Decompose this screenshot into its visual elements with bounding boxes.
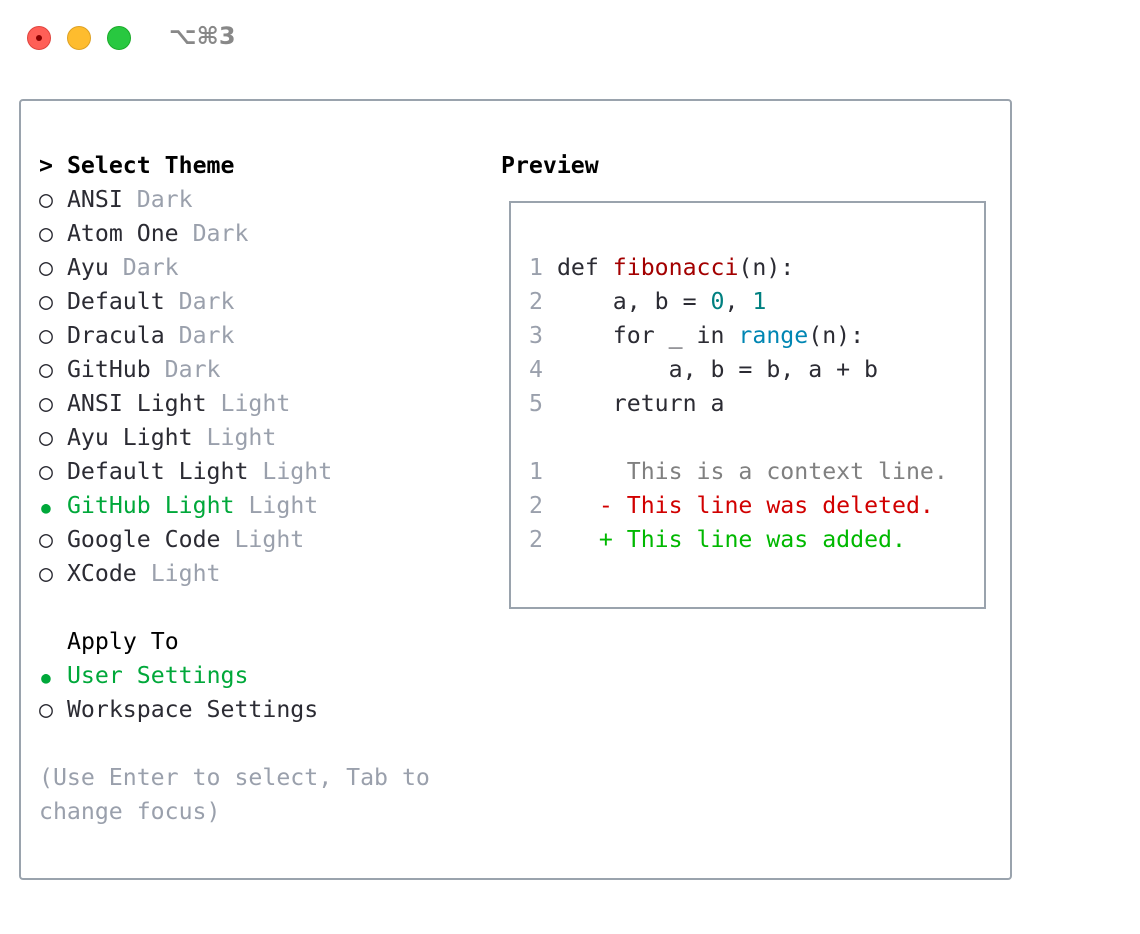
- radio-empty-icon: ○: [39, 288, 53, 315]
- preview-box: [509, 201, 986, 609]
- theme-option[interactable]: ○ XCode Light: [39, 557, 221, 591]
- option-label: GitHub Light: [66, 492, 235, 519]
- code-line: 4 a, b = b, a + b: [529, 356, 879, 383]
- option-label: Ayu: [66, 254, 109, 281]
- option-label: ANSI: [66, 186, 123, 213]
- theme-option[interactable]: ○ ANSI Dark: [39, 183, 193, 217]
- radio-selected-icon: ●: [41, 668, 51, 687]
- theme-option[interactable]: ○ ANSI Light Light: [39, 387, 290, 421]
- radio-empty-icon: ○: [39, 526, 53, 553]
- theme-variant: Light: [206, 424, 277, 451]
- theme-variant: Light: [262, 458, 333, 485]
- diff-line-context: 1 This is a context line.: [529, 458, 948, 485]
- theme-variant: Dark: [164, 356, 221, 383]
- option-label: Ayu Light: [66, 424, 193, 451]
- radio-empty-icon: ○: [39, 186, 53, 213]
- preview-title: Preview: [501, 152, 599, 179]
- theme-variant: Light: [150, 560, 221, 587]
- theme-variant: Light: [248, 492, 319, 519]
- radio-empty-icon: ○: [39, 322, 53, 349]
- option-label: Atom One: [66, 220, 179, 247]
- option-label: Google Code: [66, 526, 221, 553]
- close-button[interactable]: [27, 26, 51, 50]
- theme-variant: Dark: [136, 186, 193, 213]
- apply-option[interactable]: ● User Settings: [39, 659, 248, 693]
- option-label: Workspace Settings: [66, 696, 319, 723]
- theme-variant: Light: [234, 526, 305, 553]
- radio-selected-icon: ●: [41, 498, 51, 517]
- maximize-button[interactable]: [107, 26, 131, 50]
- radio-empty-icon: ○: [39, 390, 53, 417]
- theme-variant: Light: [220, 390, 291, 417]
- option-label: Default Light: [66, 458, 249, 485]
- theme-variant: Dark: [122, 254, 179, 281]
- diff-line-deleted: 2 - This line was deleted.: [529, 492, 934, 519]
- code-line: 3 for _ in range(n):: [529, 322, 865, 349]
- option-label: GitHub: [66, 356, 151, 383]
- theme-variant: Dark: [178, 322, 235, 349]
- radio-empty-icon: ○: [39, 560, 53, 587]
- radio-empty-icon: ○: [39, 696, 53, 723]
- minimize-button[interactable]: [67, 26, 91, 50]
- theme-option[interactable]: ○ Atom One Dark: [39, 217, 248, 251]
- theme-option[interactable]: ○ Google Code Light: [39, 523, 304, 557]
- option-label: Default: [66, 288, 165, 315]
- theme-option[interactable]: ○ Ayu Light Light: [39, 421, 276, 455]
- window-title: ⌥⌘3: [169, 22, 236, 50]
- theme-option[interactable]: ○ Dracula Dark: [39, 319, 234, 353]
- theme-option[interactable]: ○ Default Light Light: [39, 455, 332, 489]
- radio-empty-icon: ○: [39, 254, 53, 281]
- heading-text: Select Theme: [66, 152, 235, 179]
- option-label: User Settings: [66, 662, 249, 689]
- radio-empty-icon: ○: [39, 458, 53, 485]
- theme-option[interactable]: ○ Ayu Dark: [39, 251, 179, 285]
- theme-dialog: [19, 99, 1012, 880]
- code-line: 5 return a: [529, 390, 725, 417]
- cursor-indicator: >: [39, 152, 53, 179]
- help-text-2: change focus): [39, 798, 221, 825]
- code-line: 1 def fibonacci(n):: [529, 254, 795, 281]
- radio-empty-icon: ○: [39, 424, 53, 451]
- option-label: XCode: [66, 560, 137, 587]
- apply-option[interactable]: ○ Workspace Settings: [39, 693, 318, 727]
- help-text-1: (Use Enter to select, Tab to: [39, 764, 430, 791]
- diff-line-added: 2 + This line was added.: [529, 526, 906, 553]
- code-line: 2 a, b = 0, 1: [529, 288, 767, 315]
- theme-variant: Dark: [178, 288, 235, 315]
- option-label: ANSI Light: [66, 390, 207, 417]
- theme-variant: Dark: [192, 220, 249, 247]
- radio-empty-icon: ○: [39, 220, 53, 247]
- theme-option[interactable]: ● GitHub Light Light: [39, 489, 318, 523]
- select-theme-heading: > Select Theme: [39, 149, 234, 183]
- radio-empty-icon: ○: [39, 356, 53, 383]
- theme-option[interactable]: ○ GitHub Dark: [39, 353, 221, 387]
- theme-option[interactable]: ○ Default Dark: [39, 285, 234, 319]
- apply-to-heading: Apply To: [67, 628, 179, 655]
- option-label: Dracula: [66, 322, 165, 349]
